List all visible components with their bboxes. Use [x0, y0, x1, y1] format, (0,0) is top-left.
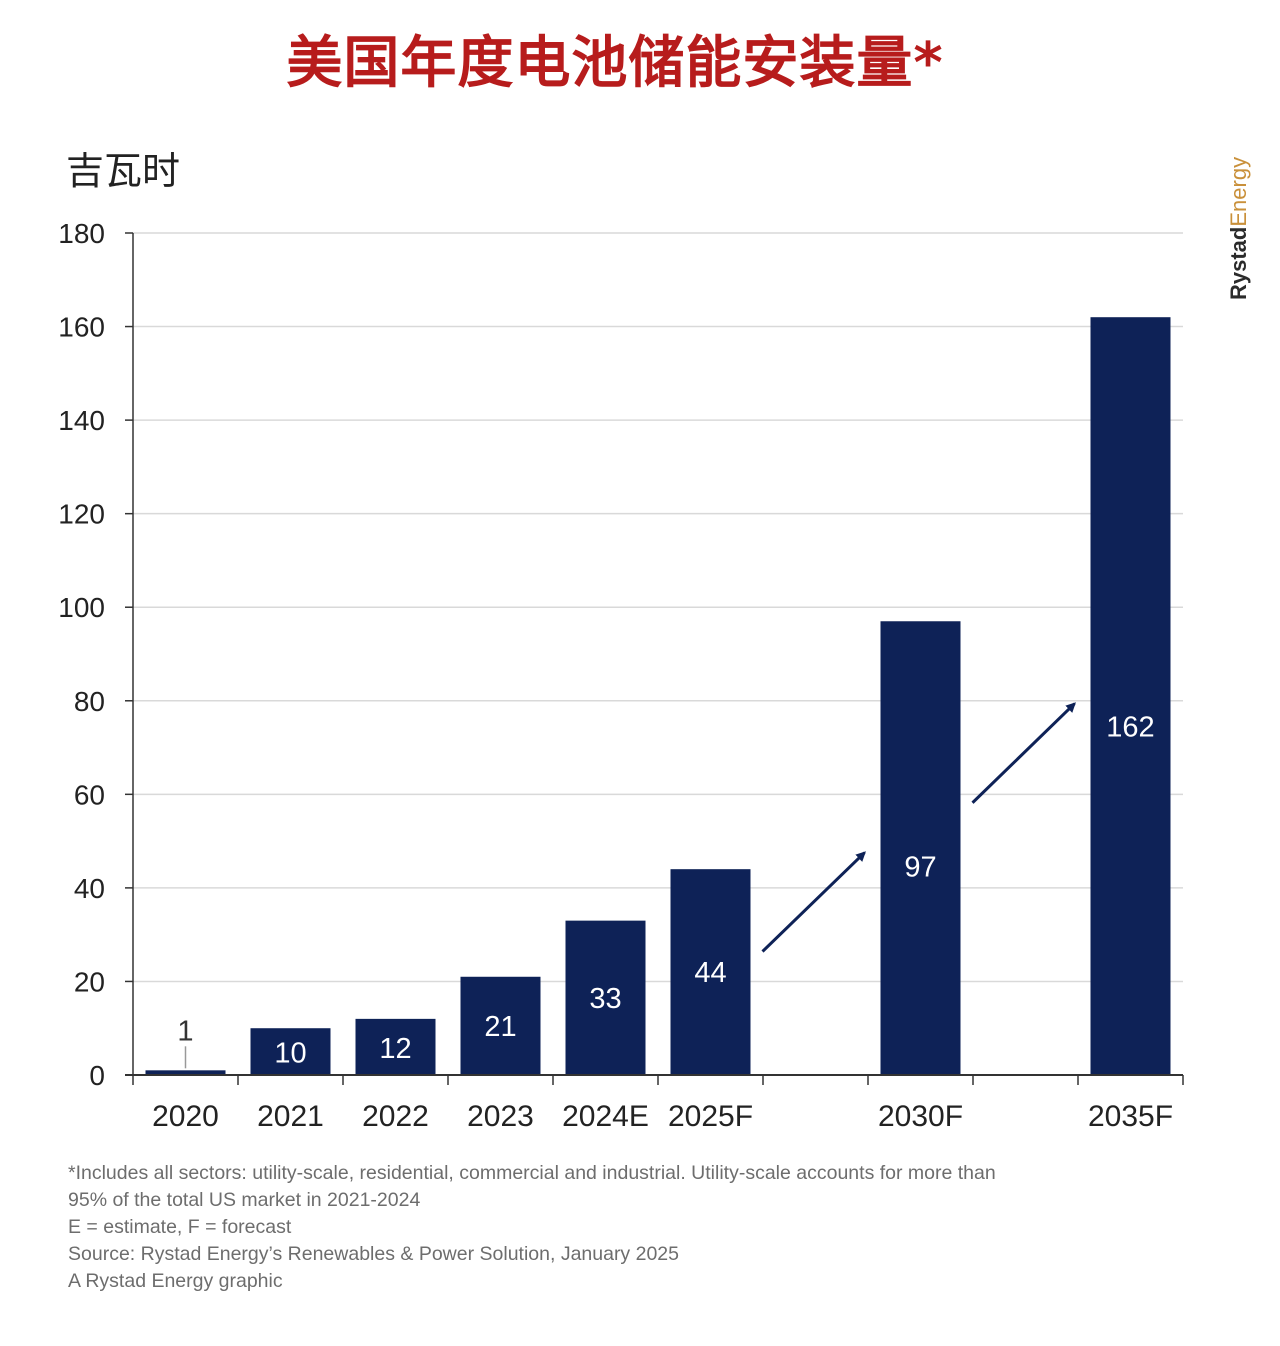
unit-label: 吉瓦时: [66, 149, 181, 193]
y-tick-label: 100: [58, 592, 105, 623]
footnote-line-5: A Rystad Energy graphic: [68, 1270, 283, 1292]
footnote-line-4: Source: Rystad Energy’s Renewables & Pow…: [68, 1243, 679, 1265]
y-tick-label: 60: [74, 779, 105, 810]
data-label: 1: [177, 1015, 193, 1047]
data-label: 10: [274, 1038, 306, 1070]
y-tick-label: 180: [58, 218, 105, 249]
bar: [145, 1070, 226, 1075]
bar: [1090, 317, 1171, 1075]
trend-arrow: [761, 851, 866, 953]
chart-title: 美国年度电池储能安装量*: [286, 31, 944, 96]
bar: [880, 621, 961, 1075]
category-label: 2030F: [878, 1100, 963, 1133]
y-tick-label: 80: [74, 686, 105, 717]
footnote-line-3: E = estimate, F = forecast: [68, 1216, 292, 1238]
bar: [460, 976, 541, 1075]
bar-chart: 1 10 12 21 33 44 97 162 0 20 40 60 80 100 120 140 160 18…: [58, 218, 1184, 1133]
data-label: 21: [484, 1011, 516, 1043]
bar: [250, 1028, 331, 1075]
category-label: 2022: [362, 1100, 429, 1133]
data-label: 33: [589, 983, 621, 1015]
category-label: 2035F: [1088, 1100, 1173, 1133]
footnote-line-1: *Includes all sectors: utility-scale, re…: [68, 1162, 996, 1184]
bar: [355, 1018, 436, 1075]
trend-arrow: [971, 702, 1076, 804]
footnote-line-2: 95% of the total US market in 2021-2024: [68, 1189, 421, 1211]
bar: [565, 920, 646, 1075]
category-label: 2023: [467, 1100, 534, 1133]
category-label: 2025F: [668, 1100, 753, 1133]
data-label: 97: [904, 851, 936, 883]
y-tick-label: 140: [58, 405, 105, 436]
bar: [670, 869, 751, 1075]
y-tick-label: 20: [74, 966, 105, 997]
y-tick-label: 120: [58, 499, 105, 530]
category-label: 2021: [257, 1100, 324, 1133]
y-tick-label: 40: [74, 873, 105, 904]
y-tick-label: 160: [58, 312, 105, 343]
data-label: 44: [694, 957, 726, 989]
category-label: 2024E: [562, 1100, 649, 1133]
category-label: 2020: [152, 1100, 219, 1133]
y-tick-label: 0: [89, 1060, 105, 1091]
footnotes: *Includes all sectors: utility-scale, re…: [68, 1160, 1228, 1295]
data-label: 12: [379, 1033, 411, 1065]
data-label: 162: [1106, 711, 1154, 743]
